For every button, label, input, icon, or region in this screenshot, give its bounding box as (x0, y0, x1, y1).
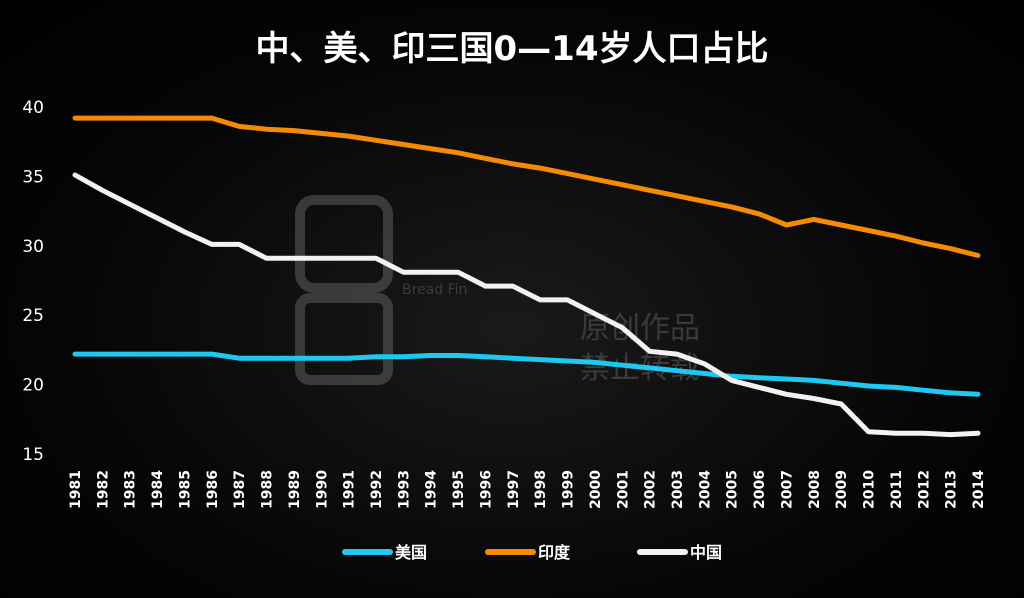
legend-label: 印度 (538, 543, 571, 562)
x-tick-label: 2011 (889, 470, 905, 509)
x-tick-label: 2010 (862, 470, 878, 509)
x-tick-label: 1984 (150, 470, 166, 509)
y-tick-label: 25 (22, 306, 44, 326)
x-tick-label: 1989 (287, 470, 303, 509)
series-line (72, 115, 981, 258)
legend-label: 中国 (690, 543, 722, 562)
series-line (72, 172, 981, 438)
x-tick-label: 1981 (68, 470, 84, 509)
watermark-logo-bottom (295, 293, 393, 385)
x-tick-label: 1985 (177, 470, 193, 509)
x-tick-label: 1983 (123, 470, 139, 509)
x-tick-label: 1986 (205, 470, 221, 509)
x-tick-label: 2002 (643, 470, 659, 509)
x-tick-label: 1990 (314, 470, 330, 509)
x-tick-label: 1993 (396, 470, 412, 509)
x-tick-label: 1982 (95, 470, 111, 509)
series-line (72, 351, 981, 397)
x-tick-label: 1999 (561, 470, 577, 509)
x-tick-label: 2004 (697, 470, 713, 509)
x-tick-label: 1992 (369, 470, 385, 509)
x-tick-label: 2014 (971, 470, 987, 509)
watermark-brand-en: Bread Fin (402, 282, 467, 298)
x-tick-label: 2003 (670, 470, 686, 509)
x-tick-label: 2013 (944, 470, 960, 509)
x-tick-label: 1997 (506, 470, 522, 509)
y-tick-label: 30 (22, 237, 44, 257)
x-tick-label: 2007 (779, 470, 795, 509)
y-axis: 15 20 25 30 35 40 (22, 98, 44, 465)
x-tick-label: 2000 (588, 470, 604, 509)
x-tick-label: 1991 (342, 470, 358, 509)
x-axis: 1981 1982 1983 1984 1985 1986 1987 1988 1989 1990… (68, 470, 987, 509)
x-tick-label: 1988 (260, 470, 276, 509)
x-tick-label: 1995 (451, 470, 467, 509)
x-tick-label: 1996 (478, 470, 494, 509)
series-lines (72, 115, 981, 438)
y-tick-label: 40 (22, 98, 44, 118)
y-tick-label: 35 (22, 167, 44, 187)
x-tick-label: 1987 (232, 470, 248, 509)
x-tick-label: 2012 (916, 470, 932, 509)
legend: 美国 印度 中国 (342, 543, 722, 562)
x-tick-label: 1994 (424, 470, 440, 509)
x-tick-label: 2009 (834, 470, 850, 509)
x-tick-label: 1998 (533, 470, 549, 509)
watermark-logo-top (295, 195, 393, 293)
y-tick-label: 20 (22, 376, 44, 396)
chart-title: 中、美、印三国0—14岁人口占比 (256, 29, 769, 69)
legend-label: 美国 (395, 543, 427, 562)
x-tick-label: 2006 (752, 470, 768, 509)
x-tick-label: 2008 (807, 470, 823, 509)
x-tick-label: 2005 (725, 470, 741, 509)
x-tick-label: 2001 (615, 470, 631, 509)
y-tick-label: 15 (22, 445, 44, 465)
